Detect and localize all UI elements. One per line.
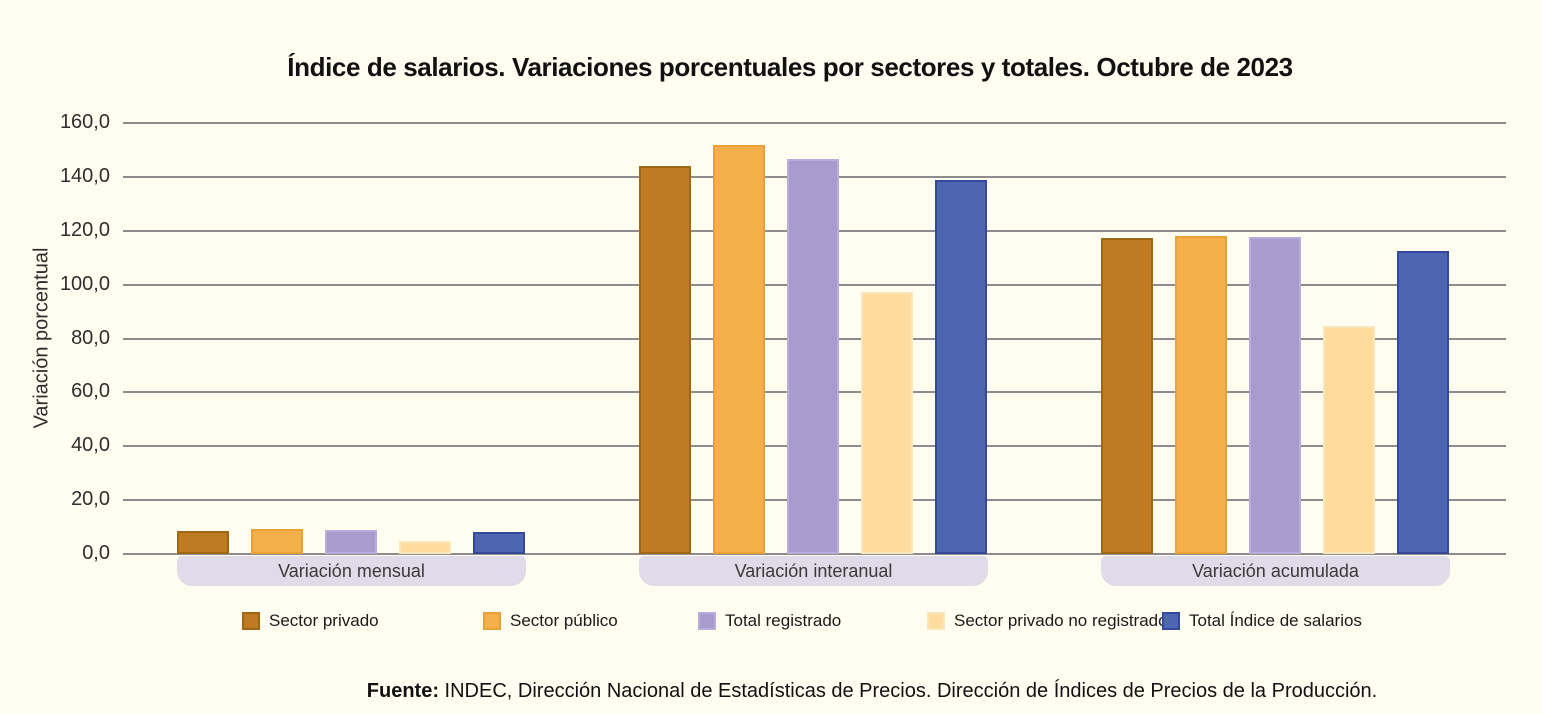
bar-total-indice-de-salarios [935, 180, 987, 554]
legend-swatch [1162, 612, 1180, 630]
legend-item-total-registrado: Total registrado [698, 611, 841, 631]
category-label-variacion-interanual: Variación interanual [639, 556, 988, 586]
source-label: Fuente: [366, 680, 439, 702]
legend-label: Total Índice de salarios [1189, 611, 1362, 630]
y-tick-label: 60,0 [71, 380, 110, 403]
bar-total-indice-de-salarios [473, 531, 525, 554]
legend-swatch [242, 612, 260, 630]
y-tick-label: 140,0 [59, 164, 110, 187]
category-label-variacion-mensual: Variación mensual [177, 556, 526, 586]
gridline [123, 553, 1506, 555]
legend: Sector privado Sector público Total regist… [0, 611, 1542, 635]
bar-sector-privado [639, 166, 691, 554]
y-tick-label: 80,0 [71, 326, 110, 349]
bar-sector-privado-no-registrado [399, 541, 451, 554]
bar-sector-privado [1101, 238, 1153, 554]
bar-sector-privado [177, 530, 229, 554]
legend-label: Sector privado no registrado [954, 611, 1168, 630]
y-tick-label: 40,0 [71, 434, 110, 457]
y-tick-label: 120,0 [59, 218, 110, 241]
source-text: INDEC, Dirección Nacional de Estadística… [439, 680, 1378, 702]
legend-swatch [483, 612, 501, 630]
bar-total-registrado [787, 158, 839, 554]
chart-title: Índice de salarios. Variaciones porcentu… [287, 52, 1293, 82]
y-tick-label: 100,0 [59, 272, 110, 295]
legend-item-sector-privado-no-registrado: Sector privado no registrado [927, 611, 1168, 631]
category-label-variacion-acumulada: Variación acumulada [1101, 556, 1450, 586]
legend-label: Total registrado [725, 611, 842, 630]
y-tick-label: 160,0 [59, 111, 110, 133]
legend-item-total-indice-de-salarios: Total Índice de salarios [1162, 611, 1362, 631]
bar-sector-publico [251, 529, 303, 554]
bar-total-registrado [325, 530, 377, 554]
gridline [123, 122, 1506, 124]
y-tick-label: 20,0 [71, 488, 110, 511]
y-tick-label: 0,0 [82, 542, 110, 564]
source-note: Fuente: INDEC, Dirección Nacional de Est… [287, 680, 1457, 703]
plot-area [123, 122, 1506, 555]
bar-total-indice-de-salarios [1397, 250, 1449, 554]
bar-sector-publico [713, 144, 765, 554]
legend-label: Sector público [510, 611, 618, 630]
legend-item-sector-privado: Sector privado [242, 611, 379, 631]
legend-swatch [927, 612, 945, 630]
legend-label: Sector privado [269, 611, 379, 630]
bar-sector-publico [1175, 235, 1227, 554]
bar-sector-privado-no-registrado [1323, 326, 1375, 554]
bar-total-registrado [1249, 237, 1301, 554]
legend-swatch [698, 612, 716, 630]
bar-sector-privado-no-registrado [861, 291, 913, 554]
legend-item-sector-publico: Sector público [483, 611, 618, 631]
